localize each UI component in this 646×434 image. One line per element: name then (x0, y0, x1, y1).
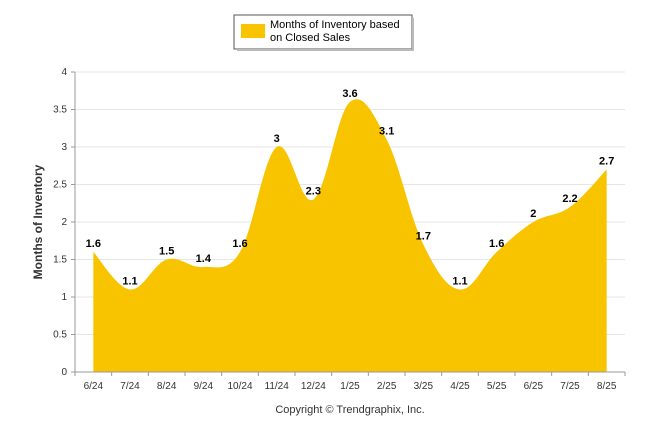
y-tick-label: 1 (61, 292, 67, 303)
data-label: 1.5 (159, 246, 174, 258)
y-axis-label: Months of Inventory (31, 164, 45, 279)
x-tick-label: 3/25 (414, 381, 434, 392)
y-tick-labels: 0 0.5 1 1.5 2 2.5 3 3.5 4 (53, 67, 67, 378)
data-labels: 1.6 1.1 1.5 1.4 1.6 3 2.3 3.6 3.1 1.7 1.1 1.6 2 2.2 2.… (86, 88, 615, 288)
y-tick-label: 4 (61, 67, 67, 78)
legend-label-line-2: on Closed Sales (270, 32, 351, 44)
y-tick-label: 1.5 (53, 255, 67, 266)
legend-label-line-1: Months of Inventory based (270, 19, 400, 31)
y-tick-label: 3.5 (53, 105, 67, 116)
x-tick-label: 7/25 (560, 381, 580, 392)
data-label: 1.1 (122, 276, 137, 288)
x-tick-label: 5/25 (487, 381, 507, 392)
x-tick-label: 6/24 (84, 381, 104, 392)
legend-shadow-bottom (237, 49, 414, 51)
data-label: 2.7 (599, 156, 614, 168)
data-label: 2.3 (306, 186, 321, 198)
x-tick-label: 4/25 (450, 381, 470, 392)
axes (71, 71, 626, 376)
x-tick-label: 12/24 (301, 381, 326, 392)
data-label: 3.1 (379, 126, 394, 138)
x-tick-label: 6/25 (524, 381, 544, 392)
x-tick-label: 7/24 (120, 381, 140, 392)
data-label: 1.6 (86, 238, 101, 250)
y-tick-label: 0.5 (53, 330, 67, 341)
x-tick-label: 11/24 (265, 381, 290, 392)
data-label: 1.6 (232, 238, 247, 250)
x-tick-label: 2/25 (377, 381, 397, 392)
legend-swatch (241, 24, 265, 38)
data-label: 1.4 (196, 253, 212, 265)
copyright-credit: Copyright © Trendgraphix, Inc. (275, 404, 424, 416)
y-tick-label: 2.5 (53, 180, 67, 191)
x-tick-label: 1/25 (340, 381, 360, 392)
data-label: 3.6 (342, 88, 357, 100)
data-label: 1.1 (452, 276, 467, 288)
data-label: 2 (530, 208, 536, 220)
x-tick-label: 9/24 (194, 381, 214, 392)
series-area (93, 99, 607, 373)
y-tick-label: 2 (61, 217, 67, 228)
data-label: 3 (274, 133, 280, 145)
x-tick-label: 8/24 (157, 381, 177, 392)
y-tick-label: 0 (61, 367, 67, 378)
legend-shadow (412, 18, 414, 51)
data-label: 1.6 (489, 238, 504, 250)
legend: Months of Inventory based on Closed Sale… (233, 14, 414, 51)
data-label: 1.7 (416, 231, 431, 243)
x-tick-label: 8/25 (597, 381, 617, 392)
x-tick-label: 10/24 (227, 381, 252, 392)
data-label: 2.2 (562, 193, 577, 205)
x-tick-labels: 6/24 7/24 8/24 9/24 10/24 11/24 12/24 1/25 2/25 3… (84, 381, 617, 392)
y-tick-label: 3 (61, 142, 67, 153)
